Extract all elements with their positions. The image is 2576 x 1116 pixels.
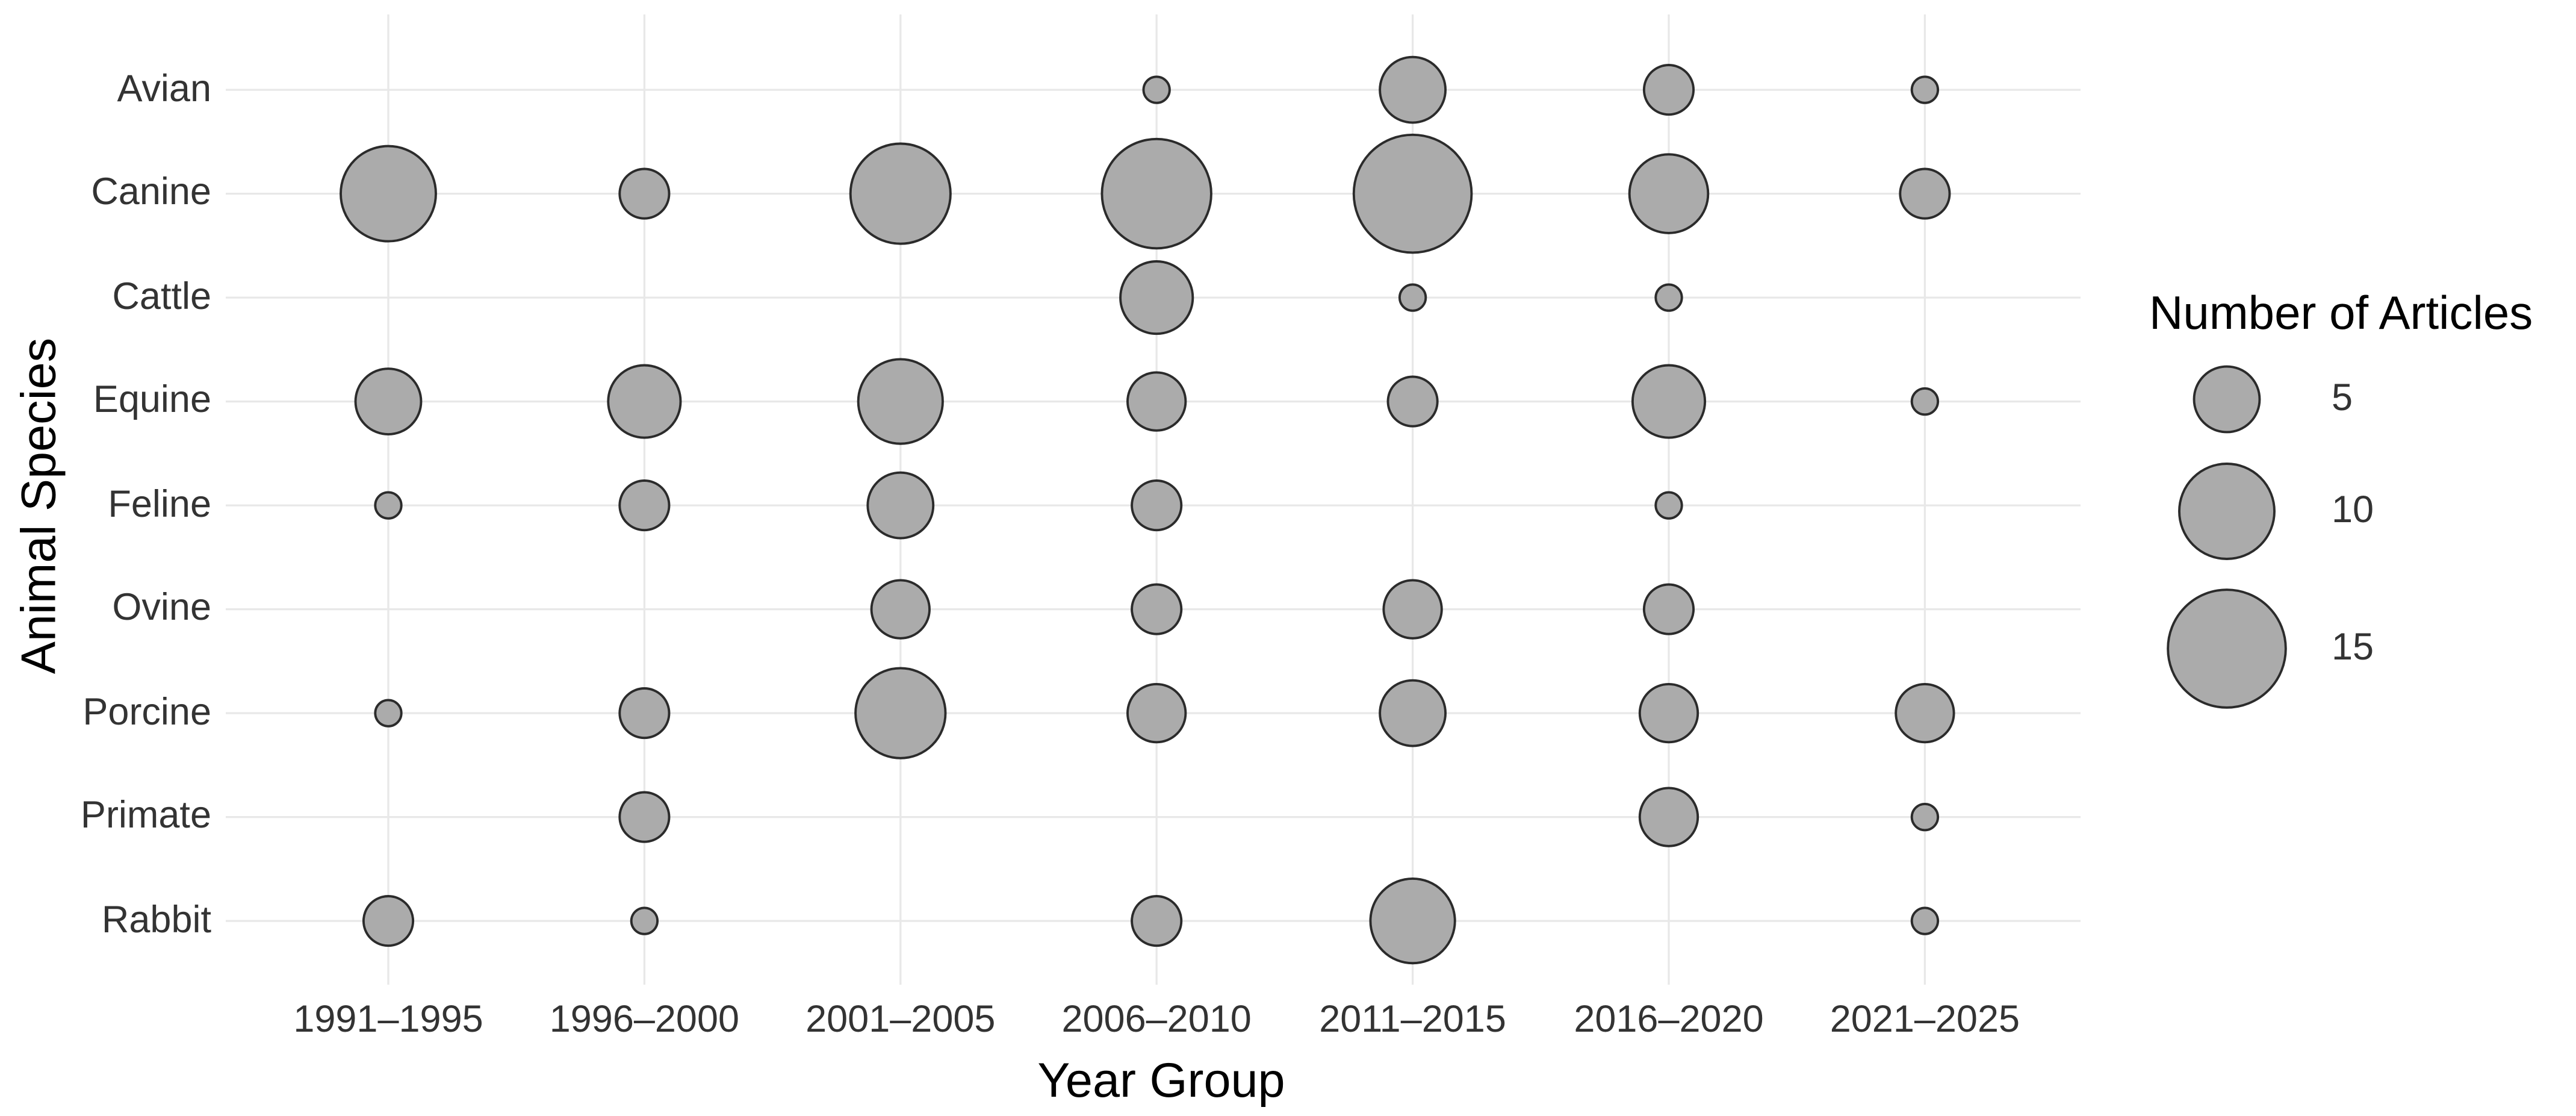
x-tick-label-2021: 2021–2025 xyxy=(1830,999,2020,1041)
bubble-avian-2021 xyxy=(1910,75,1940,104)
x-tick-label-1991: 1991–1995 xyxy=(293,999,483,1041)
bubble-ovine-2011 xyxy=(1382,579,1443,640)
bubble-rabbit-1991 xyxy=(362,895,415,947)
legend-title: Number of Articles xyxy=(2149,285,2533,340)
y-tick-label-cattle: Cattle xyxy=(112,276,211,318)
legend-value-label-10: 10 xyxy=(2332,490,2374,531)
bubble-rabbit-2006 xyxy=(1131,895,1183,947)
bubble-feline-1996 xyxy=(618,479,671,532)
bubble-canine-2006 xyxy=(1100,137,1212,250)
bubble-canine-2021 xyxy=(1899,167,1951,220)
legend-key-circle-15 xyxy=(2167,588,2287,709)
bubble-equine-2006 xyxy=(1126,371,1187,432)
bubble-canine-2001 xyxy=(849,142,952,245)
bubble-rabbit-2021 xyxy=(1910,906,1940,935)
bubble-porcine-2021 xyxy=(1895,682,1955,744)
x-tick-label-1996: 1996–2000 xyxy=(549,999,740,1041)
bubble-feline-1991 xyxy=(374,491,403,520)
bubble-avian-2016 xyxy=(1642,64,1695,116)
bubble-porcine-2016 xyxy=(1638,682,1699,744)
bubble-porcine-2006 xyxy=(1126,682,1187,744)
bubble-canine-2011 xyxy=(1352,133,1473,254)
bubble-equine-2021 xyxy=(1910,387,1940,416)
bubble-cattle-2006 xyxy=(1119,260,1194,335)
bubble-canine-1991 xyxy=(340,145,437,243)
bubble-cattle-2011 xyxy=(1398,283,1427,312)
bubble-primate-1996 xyxy=(618,791,671,843)
bubble-equine-2001 xyxy=(857,358,944,445)
bubble-porcine-2011 xyxy=(1379,679,1447,747)
legend-value-label-15: 15 xyxy=(2332,627,2374,669)
y-tick-label-primate: Primate xyxy=(80,795,211,837)
x-tick-label-2001: 2001–2005 xyxy=(805,999,996,1041)
bubble-porcine-2001 xyxy=(854,667,947,759)
y-axis-title: Animal Species xyxy=(11,337,66,675)
x-axis-title: Year Group xyxy=(1037,1053,1285,1108)
bubble-ovine-2006 xyxy=(1131,583,1183,635)
x-tick-label-2011: 2011–2015 xyxy=(1319,999,1506,1041)
y-tick-label-ovine: Ovine xyxy=(112,587,211,629)
x-tick-label-2006: 2006–2010 xyxy=(1061,999,1252,1041)
bubble-equine-1996 xyxy=(607,364,682,439)
bubble-feline-2001 xyxy=(866,471,935,540)
legend-key-circle-5 xyxy=(2193,365,2261,434)
bubble-canine-2016 xyxy=(1628,153,1710,234)
bubble-porcine-1991 xyxy=(374,699,403,728)
bubble-avian-2006 xyxy=(1142,75,1171,104)
bubble-ovine-2001 xyxy=(870,579,931,640)
bubble-primate-2021 xyxy=(1910,802,1940,832)
y-tick-label-feline: Feline xyxy=(108,484,211,526)
y-tick-label-avian: Avian xyxy=(117,68,211,110)
bubble-avian-2011 xyxy=(1379,55,1447,124)
bubble-feline-2016 xyxy=(1654,491,1683,520)
y-tick-label-porcine: Porcine xyxy=(82,691,211,734)
legend-key-circle-10 xyxy=(2178,463,2276,560)
y-tick-label-rabbit: Rabbit xyxy=(101,899,211,941)
y-tick-label-equine: Equine xyxy=(93,379,211,422)
bubble-rabbit-2011 xyxy=(1369,877,1456,965)
bubble-equine-2011 xyxy=(1386,375,1439,428)
y-tick-label-canine: Canine xyxy=(91,172,211,214)
legend-value-label-5: 5 xyxy=(2332,378,2353,419)
bubble-primate-2016 xyxy=(1638,787,1699,847)
bubble-cattle-2016 xyxy=(1654,283,1683,312)
bubble-canine-1996 xyxy=(618,167,671,220)
bubble-rabbit-1996 xyxy=(630,906,659,935)
bubble-equine-2016 xyxy=(1631,364,1707,439)
bubble-feline-2006 xyxy=(1131,479,1183,532)
bubble-equine-1991 xyxy=(354,367,423,436)
bubble-ovine-2016 xyxy=(1642,583,1695,635)
bubble-porcine-1996 xyxy=(618,687,671,740)
x-tick-label-2016: 2016–2020 xyxy=(1574,999,1764,1041)
